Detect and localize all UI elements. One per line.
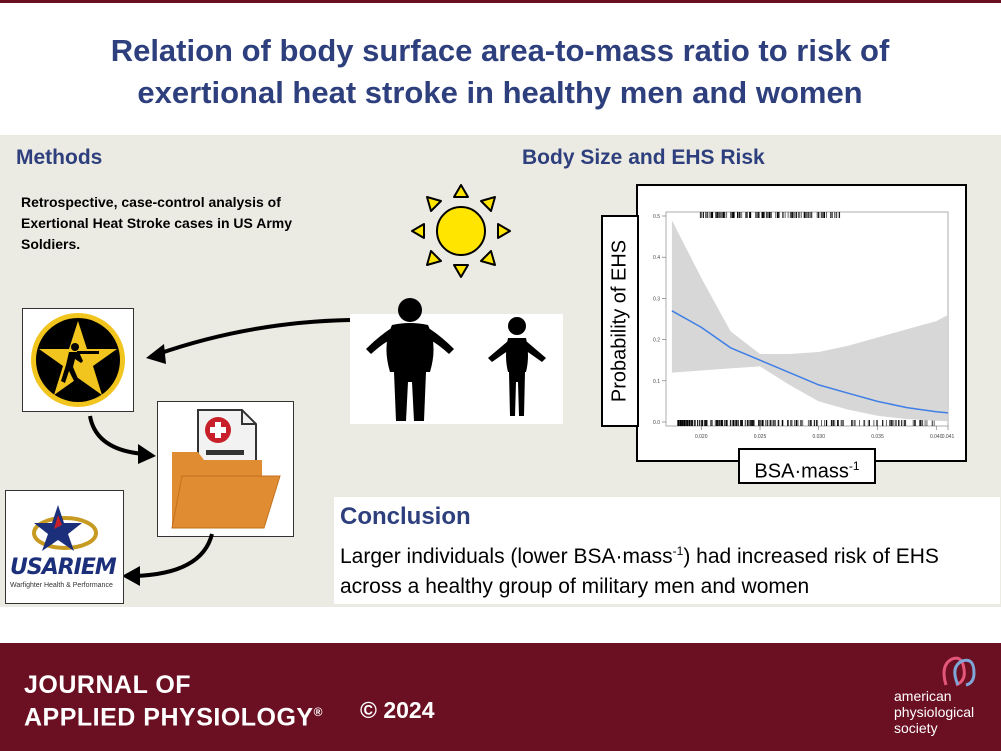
y-axis-label-box: Probability of EHS: [601, 215, 639, 427]
y-tick-label: 0.1: [653, 379, 660, 385]
y-tick-label: 0.5: [653, 214, 660, 220]
society-name: american physiological society: [894, 688, 994, 736]
usariem-tagline: Warfighter Health & Performance: [10, 582, 113, 589]
x-axis-label: BSA·mass: [754, 460, 849, 483]
medical-record-card: [157, 401, 294, 537]
chart-frame: 0.0 0.1 0.2 0.3 0.4 0.5 0.020 0.025 0.030 0.035 0.…: [636, 184, 967, 462]
body-size-heading: Body Size and EHS Risk: [522, 146, 765, 169]
arrow-army-to-folder-icon: [88, 415, 156, 464]
conclusion-box: [334, 497, 1000, 604]
journal-name-line-2: APPLIED PHYSIOLOGY®: [24, 703, 323, 732]
army-logo-card: [22, 308, 134, 412]
y-tick-label: 0.4: [653, 255, 660, 261]
conclusion-heading: Conclusion: [340, 503, 471, 530]
large-person-icon: [366, 298, 454, 421]
title-line-2: exertional heat stroke in healthy men an…: [137, 75, 863, 110]
y-tick-label: 0.3: [653, 296, 660, 302]
x-tick-label: 0.020: [695, 434, 708, 440]
conclusion-text-part-2: ) had increased risk of EHS across a hea…: [340, 545, 939, 598]
society-name-line-3: society: [894, 720, 938, 736]
sun-icon: [411, 184, 511, 278]
usariem-name: USARIEM: [10, 555, 117, 580]
usariem-logo-card: USARIEM Warfighter Health & Performance: [5, 490, 124, 604]
x-axis-label-box: BSA·mass-1: [738, 448, 876, 484]
y-tick-label: 0.0: [653, 420, 660, 426]
conclusion-text: Larger individuals (lower BSA·mass-1) ha…: [340, 536, 1000, 602]
usariem-emblem-icon: [32, 505, 98, 551]
ehs-probability-chart: 0.0 0.1 0.2 0.3 0.4 0.5 0.020 0.025 0.030 0.035 0.…: [653, 211, 955, 440]
journal-name: JOURNAL OF APPLIED PHYSIOLOGY®: [24, 672, 323, 731]
page-title: Relation of body surface area-to-mass ra…: [40, 30, 960, 114]
small-person-icon: [488, 317, 546, 416]
arrow-people-to-army-icon: [146, 318, 351, 364]
methods-text: Retrospective, case-control analysis of …: [21, 194, 293, 252]
army-star-icon: [31, 313, 125, 407]
arrow-folder-to-usariem-icon: [122, 533, 214, 586]
top-rule: [0, 0, 1001, 3]
title-line-1: Relation of body surface area-to-mass ra…: [110, 33, 890, 68]
y-axis-label: Probability of EHS: [608, 239, 631, 403]
x-tick-label: 0.035: [871, 434, 884, 440]
footer-bar: [0, 643, 1001, 751]
x-tick-label: 0.041: [942, 434, 955, 440]
society-name-line-1: american: [894, 688, 952, 704]
x-tick-label: 0.040: [930, 434, 943, 440]
x-tick-label: 0.025: [754, 434, 767, 440]
confidence-band: [671, 220, 948, 422]
conclusion-text-exponent: -1: [672, 544, 684, 558]
methods-heading: Methods: [16, 146, 103, 169]
copyright: © 2024: [360, 697, 435, 723]
conclusion-text-part-1: Larger individuals (lower BSA·mass: [340, 545, 673, 568]
medical-folder-icon: [171, 409, 281, 529]
probability-line: [671, 310, 949, 414]
x-tick-label: 0.030: [812, 434, 825, 440]
journal-name-line-1: JOURNAL OF: [24, 671, 192, 699]
society-name-line-2: physiological: [894, 704, 975, 720]
x-axis-label-exponent: -1: [848, 459, 860, 473]
y-tick-label: 0.2: [653, 338, 660, 344]
registered-mark: ®: [313, 705, 323, 719]
aps-logo-icon: [942, 656, 976, 687]
